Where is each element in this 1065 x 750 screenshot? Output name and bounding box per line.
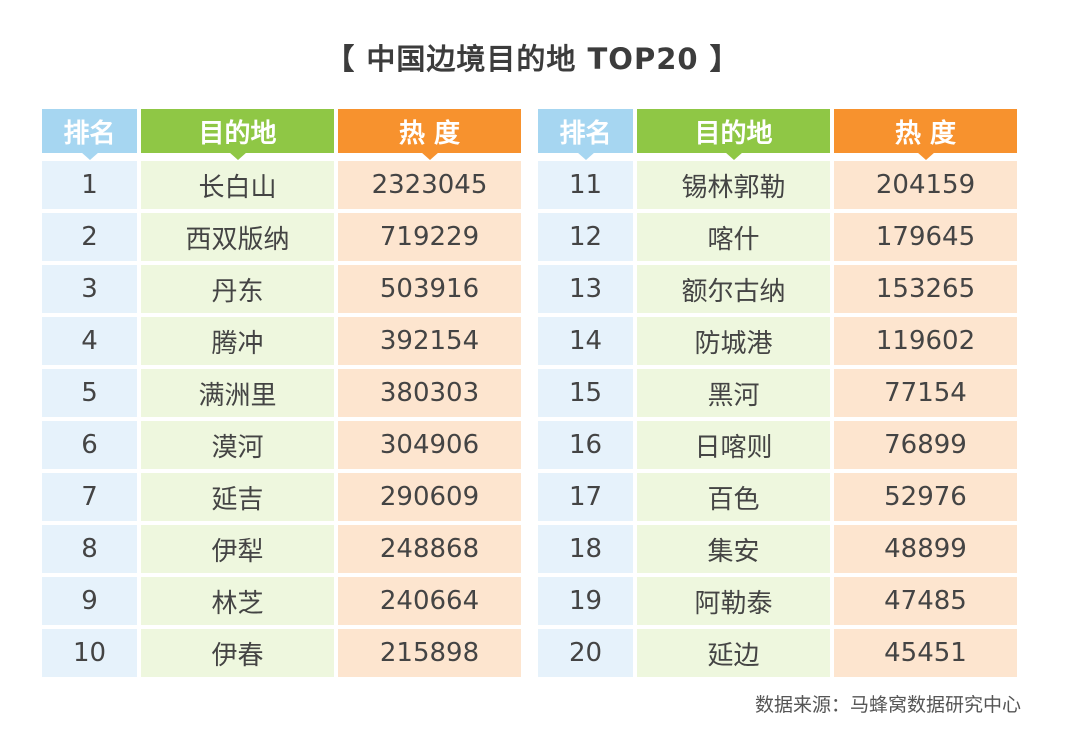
destination-cell: 百色 (637, 473, 830, 521)
table-right: 排名 目的地 热 度 11 锡林郭勒 204159 12 喀什 179645 13 额尔古纳 1… (538, 109, 1017, 681)
destination-cell: 丹东 (141, 265, 334, 313)
heat-cell: 45451 (834, 629, 1017, 677)
heat-cell: 215898 (338, 629, 521, 677)
heat-cell: 77154 (834, 369, 1017, 417)
destination-cell: 额尔古纳 (637, 265, 830, 313)
heat-cell: 119602 (834, 317, 1017, 365)
rank-cell: 7 (42, 473, 137, 521)
destination-cell: 漠河 (141, 421, 334, 469)
destination-cell: 西双版纳 (141, 213, 334, 261)
destination-cell: 延吉 (141, 473, 334, 521)
table-row: 19 阿勒泰 47485 (538, 577, 1017, 629)
table-row: 18 集安 48899 (538, 525, 1017, 577)
destination-cell: 满洲里 (141, 369, 334, 417)
destination-cell: 集安 (637, 525, 830, 573)
heat-cell: 204159 (834, 161, 1017, 209)
table-row: 1 长白山 2323045 (42, 161, 521, 213)
table-row: 10 伊春 215898 (42, 629, 521, 681)
rank-cell: 10 (42, 629, 137, 677)
destination-cell: 喀什 (637, 213, 830, 261)
header-heat: 热 度 (338, 109, 521, 153)
destination-cell: 延边 (637, 629, 830, 677)
heat-cell: 52976 (834, 473, 1017, 521)
destination-cell: 伊犁 (141, 525, 334, 573)
table-row: 11 锡林郭勒 204159 (538, 161, 1017, 213)
rank-cell: 11 (538, 161, 633, 209)
rank-cell: 3 (42, 265, 137, 313)
table-row: 12 喀什 179645 (538, 213, 1017, 265)
table-row: 3 丹东 503916 (42, 265, 521, 317)
rank-cell: 16 (538, 421, 633, 469)
data-source: 数据来源：马蜂窝数据研究中心 (754, 694, 1021, 716)
rank-cell: 14 (538, 317, 633, 365)
rank-cell: 13 (538, 265, 633, 313)
table-row: 5 满洲里 380303 (42, 369, 521, 421)
destination-cell: 伊春 (141, 629, 334, 677)
rank-cell: 12 (538, 213, 633, 261)
heat-cell: 503916 (338, 265, 521, 313)
rank-cell: 17 (538, 473, 633, 521)
destination-cell: 阿勒泰 (637, 577, 830, 625)
destination-cell: 锡林郭勒 (637, 161, 830, 209)
table-row: 15 黑河 77154 (538, 369, 1017, 421)
rank-cell: 1 (42, 161, 137, 209)
heat-cell: 719229 (338, 213, 521, 261)
heat-cell: 153265 (834, 265, 1017, 313)
table-row: 8 伊犁 248868 (42, 525, 521, 577)
heat-cell: 304906 (338, 421, 521, 469)
table-row: 14 防城港 119602 (538, 317, 1017, 369)
destination-cell: 林芝 (141, 577, 334, 625)
heat-cell: 48899 (834, 525, 1017, 573)
heat-cell: 290609 (338, 473, 521, 521)
table-header: 排名 目的地 热 度 (538, 109, 1017, 157)
table-row: 4 腾冲 392154 (42, 317, 521, 369)
heat-cell: 2323045 (338, 161, 521, 209)
header-heat: 热 度 (834, 109, 1017, 153)
header-destination: 目的地 (637, 109, 830, 153)
rank-cell: 15 (538, 369, 633, 417)
header-rank: 排名 (538, 109, 633, 153)
header-destination: 目的地 (141, 109, 334, 153)
rank-cell: 19 (538, 577, 633, 625)
heat-cell: 240664 (338, 577, 521, 625)
destination-cell: 长白山 (141, 161, 334, 209)
table-row: 9 林芝 240664 (42, 577, 521, 629)
table-row: 20 延边 45451 (538, 629, 1017, 681)
heat-cell: 47485 (834, 577, 1017, 625)
table-row: 13 额尔古纳 153265 (538, 265, 1017, 317)
destination-cell: 腾冲 (141, 317, 334, 365)
rank-cell: 2 (42, 213, 137, 261)
heat-cell: 179645 (834, 213, 1017, 261)
table-row: 7 延吉 290609 (42, 473, 521, 525)
table-row: 16 日喀则 76899 (538, 421, 1017, 473)
heat-cell: 76899 (834, 421, 1017, 469)
table-row: 2 西双版纳 719229 (42, 213, 521, 265)
chart-title: 【 中国边境目的地 TOP20 】 (325, 42, 740, 76)
destination-cell: 防城港 (637, 317, 830, 365)
heat-cell: 248868 (338, 525, 521, 573)
heat-cell: 380303 (338, 369, 521, 417)
heat-cell: 392154 (338, 317, 521, 365)
rank-cell: 4 (42, 317, 137, 365)
rank-cell: 6 (42, 421, 137, 469)
table-row: 17 百色 52976 (538, 473, 1017, 525)
table-header: 排名 目的地 热 度 (42, 109, 521, 157)
rank-cell: 20 (538, 629, 633, 677)
table-row: 6 漠河 304906 (42, 421, 521, 473)
rank-cell: 5 (42, 369, 137, 417)
destination-cell: 黑河 (637, 369, 830, 417)
header-rank: 排名 (42, 109, 137, 153)
rank-cell: 9 (42, 577, 137, 625)
destination-cell: 日喀则 (637, 421, 830, 469)
rank-cell: 8 (42, 525, 137, 573)
rank-cell: 18 (538, 525, 633, 573)
table-left: 排名 目的地 热 度 1 长白山 2323045 2 西双版纳 719229 3 丹东 5039… (42, 109, 521, 681)
